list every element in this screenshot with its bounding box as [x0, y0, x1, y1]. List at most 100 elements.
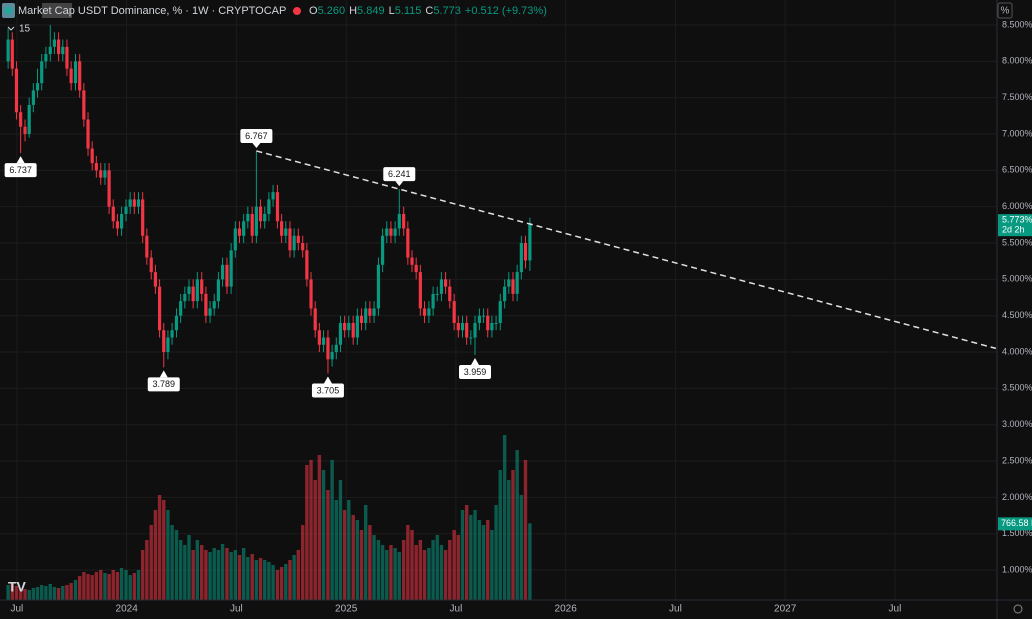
volume-bar [220, 544, 225, 600]
candle-body [48, 46, 52, 55]
candle-body [376, 264, 381, 309]
y-tick-label: 5.500% [1002, 237, 1032, 247]
candle-body [519, 243, 523, 273]
candle-body [61, 46, 65, 55]
candle-body [503, 286, 507, 302]
volume-bar [107, 574, 111, 600]
volume-bar [326, 490, 330, 600]
volume-bar [225, 548, 229, 600]
volume-bar [94, 572, 99, 600]
volume-bar [128, 575, 132, 600]
volume-bar [330, 460, 334, 600]
candle-body [82, 90, 86, 120]
x-tick-label: Jul [450, 604, 463, 615]
price-label-box [147, 377, 180, 392]
candle-body [78, 61, 82, 91]
x-tick-label: 2024 [116, 604, 139, 615]
volume-bar [515, 450, 519, 600]
volume-bar [401, 540, 406, 600]
last-price-tag [998, 214, 1032, 237]
volume-bar [393, 548, 397, 600]
candle-body [94, 163, 98, 171]
candle-body [124, 206, 128, 214]
price-label: 3.789 [152, 379, 175, 389]
candle-body [145, 235, 149, 258]
chart-title[interactable]: Market Cap USDT Dominance, % · 1W · CRYP… [18, 5, 286, 17]
candle-body [469, 337, 473, 339]
candle-body [52, 39, 57, 47]
volume-bar [338, 480, 343, 600]
candle-body [99, 170, 103, 178]
candle-body [456, 322, 460, 331]
volume-bar [82, 572, 86, 600]
candle-body [254, 206, 258, 236]
volume-bar [153, 510, 158, 600]
candle-body [507, 279, 511, 287]
volume-bar [48, 584, 52, 600]
candle-body [6, 39, 10, 62]
candle-body [35, 83, 40, 91]
candle-body [330, 352, 334, 360]
candle-body [14, 68, 19, 113]
logo: TV [8, 579, 27, 595]
volume-bar [250, 554, 254, 600]
candle-body [132, 199, 136, 207]
volume-bar [18, 588, 23, 600]
candle-body [120, 213, 124, 229]
candle-body [334, 344, 338, 353]
candle-body [292, 235, 296, 251]
axes: 1.000% 1.500% 2.000% 2.500% 3.000% 3.500% 4.00… [11, 19, 1032, 615]
volume-bar [439, 545, 444, 600]
price-label: 6.241 [388, 169, 411, 179]
y-tick-label: 4.000% [1002, 346, 1032, 356]
volume-bar [162, 500, 166, 600]
candle-body [212, 301, 216, 309]
ohlc-legend: O5.260 H5.849 L5.115 C5.773 +0.512 (+9.73%) [309, 5, 547, 17]
unit-box[interactable] [997, 2, 1013, 19]
volume-bar [284, 564, 288, 600]
indicator-count[interactable]: 15 [19, 24, 31, 35]
volume-bar [178, 540, 183, 600]
volume-bar [229, 552, 233, 600]
candle-body [69, 68, 73, 84]
volume-bar [157, 495, 162, 600]
volume-bar [44, 586, 48, 600]
settings-icon[interactable] [1013, 604, 1023, 614]
volume-bar [254, 560, 259, 600]
price-label-box [240, 128, 273, 143]
volume-bar [406, 525, 410, 600]
legend-value: 5.260 [318, 5, 346, 17]
candle-body [385, 228, 389, 236]
x-tick-label: Jul [669, 604, 682, 615]
volume-bar [414, 545, 418, 600]
volume-bar [292, 555, 296, 600]
candle-body [250, 213, 254, 236]
volume-bar [90, 575, 94, 600]
candle-body [166, 337, 170, 353]
volume-bar [69, 583, 73, 600]
candle-body [418, 272, 422, 309]
volume-bar [372, 535, 376, 600]
volume-bar [431, 540, 435, 600]
candle-body [393, 228, 397, 236]
volume-bar [296, 550, 301, 600]
volume-bar [498, 470, 502, 600]
candle-body [465, 322, 469, 338]
axis-unit: % [1001, 6, 1010, 17]
volume-bar [334, 500, 338, 600]
volume-bar [263, 560, 267, 600]
x-tick-label: Jul [11, 604, 24, 615]
countdown: 2d 2h [1002, 225, 1025, 235]
chevron-icon[interactable] [7, 26, 15, 31]
candle-body [183, 293, 187, 302]
volume-bar [187, 535, 191, 600]
candle-body [10, 39, 14, 69]
candle-body [477, 315, 482, 323]
candle-body [111, 206, 115, 222]
candle-body [128, 199, 132, 207]
volume-bar [246, 557, 250, 600]
volume-bar [473, 510, 477, 600]
candle-body [65, 46, 69, 69]
volume-bar [31, 588, 36, 600]
y-tick-label: 1.500% [1002, 528, 1032, 538]
